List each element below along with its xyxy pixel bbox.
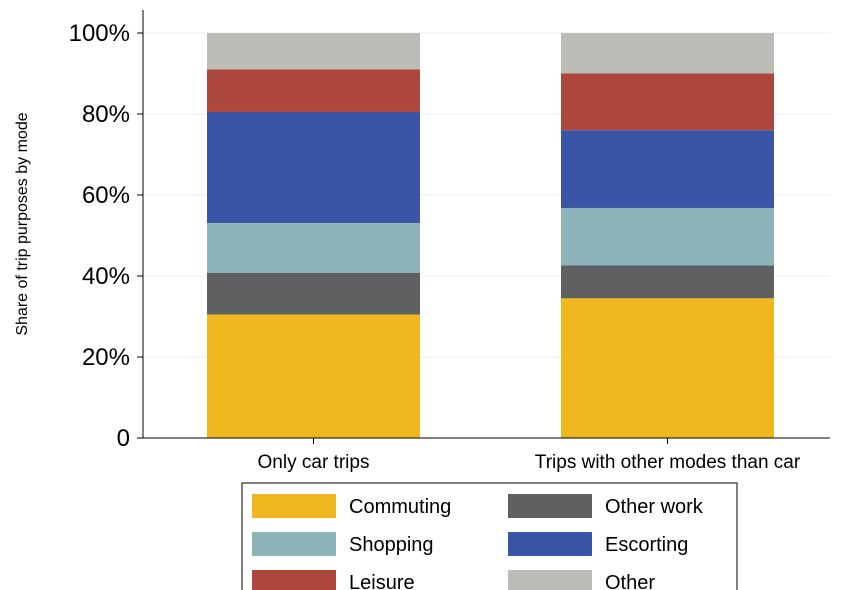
- y-tick-label: 60%: [82, 182, 130, 209]
- bar-segment: [207, 33, 420, 70]
- legend-frame: [241, 482, 738, 590]
- x-tick-label: Only car trips: [258, 452, 370, 473]
- legend-swatch: [252, 570, 336, 590]
- legend-label: Shopping: [349, 534, 434, 556]
- bar-segment: [207, 272, 420, 315]
- legend-swatch: [252, 532, 336, 556]
- legend: Commuting Other work Shopping Escorting Leis…: [241, 482, 738, 590]
- bar-segment: [561, 207, 774, 266]
- y-ticks: 0 20% 40% 60% 80% 100%: [69, 20, 143, 452]
- bar-segment: [561, 298, 774, 438]
- legend-swatch: [508, 532, 592, 556]
- bar-segment: [561, 130, 774, 208]
- legend-label: Other work: [605, 496, 704, 518]
- bar-segment: [561, 265, 774, 299]
- bar-segment: [561, 73, 774, 131]
- legend-label: Escorting: [605, 534, 688, 556]
- bar-segment: [207, 111, 420, 223]
- y-tick-label: 100%: [69, 20, 130, 47]
- y-axis-label: Share of trip purposes by mode: [14, 112, 31, 335]
- y-tick-label: 20%: [82, 344, 130, 371]
- legend-label: Other: [605, 572, 655, 590]
- bar-segment: [207, 222, 420, 273]
- bar-segment: [207, 69, 420, 112]
- legend-label: Leisure: [349, 572, 415, 590]
- y-tick-label: 40%: [82, 263, 130, 290]
- legend-swatch: [508, 570, 592, 590]
- y-tick-label: 0: [117, 425, 130, 452]
- y-tick-label: 80%: [82, 101, 130, 128]
- bar-segment: [561, 33, 774, 74]
- x-tick-labels: Only car trips Trips with other modes tha…: [258, 438, 801, 473]
- legend-swatch: [508, 494, 592, 518]
- x-tick-label: Trips with other modes than car: [535, 452, 801, 473]
- legend-label: Commuting: [349, 496, 451, 518]
- bar-segment: [207, 314, 420, 438]
- bars-group: [207, 33, 774, 438]
- legend-swatch: [252, 494, 336, 518]
